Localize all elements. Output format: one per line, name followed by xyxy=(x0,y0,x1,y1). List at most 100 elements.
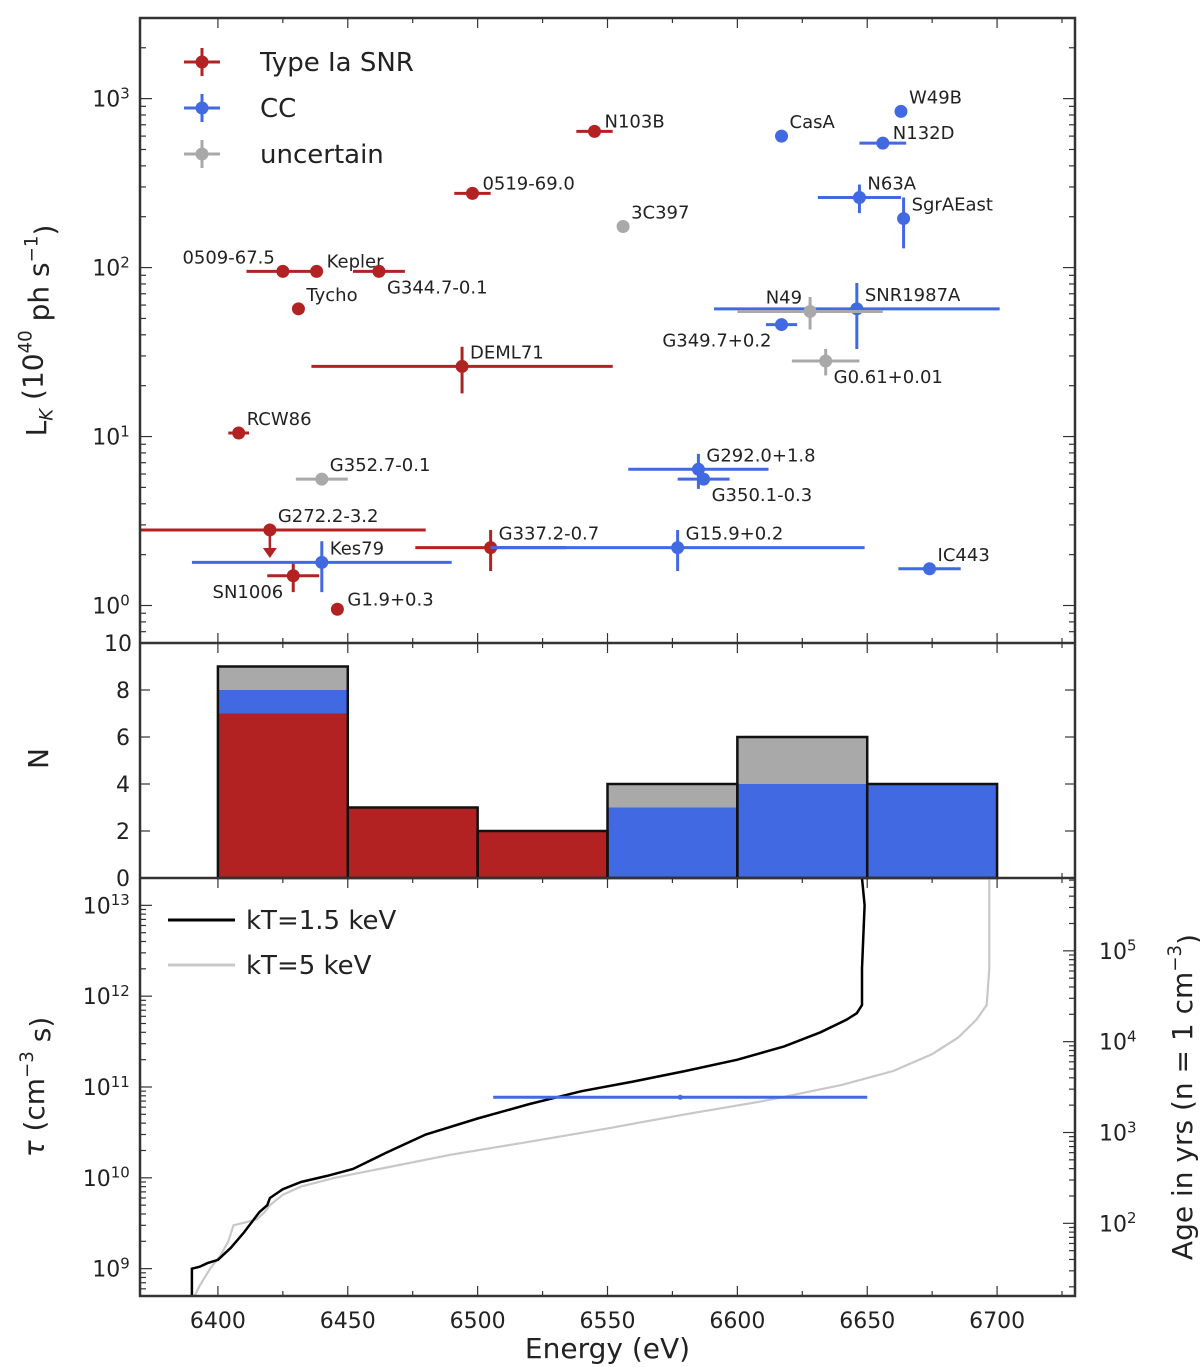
data-point xyxy=(850,302,864,316)
snr-g15-9-0-2: G15.9+0.2 xyxy=(490,524,865,572)
axis-labels: LK (1040 ph s−1) Nτ (cm−3 s) Age in yrs (n… xyxy=(16,225,1200,1365)
tau-errorbar xyxy=(493,1094,868,1100)
y-right-tick-label: 104 xyxy=(1099,1027,1139,1059)
snr-deml71: DEML71 xyxy=(311,342,613,394)
ionization-age-panel: 6400 6450 6500 6550 6600 6650 6700 109 1010 101… xyxy=(83,877,1139,1334)
snr-label: 0509-67.5 xyxy=(182,247,274,268)
snr-casa: CasA xyxy=(775,112,835,143)
y-tick-label: 101 xyxy=(92,422,132,454)
x-tick-label: 6700 xyxy=(969,1309,1025,1334)
snr-label: G350.1-0.3 xyxy=(712,485,813,506)
y-tick-label: 2 xyxy=(116,820,130,845)
snr-kes79: Kes79 xyxy=(191,538,452,593)
x-tick-label: 6550 xyxy=(580,1309,636,1334)
data-point xyxy=(671,541,685,555)
bar-unc-6600 xyxy=(737,737,868,784)
snr-label: G352.7-0.1 xyxy=(330,455,431,476)
y-tick-label: 1010 xyxy=(83,1164,132,1196)
y-tick-label: 8 xyxy=(116,679,130,704)
bar-ia-6400 xyxy=(217,713,348,878)
y-tick-label: 103 xyxy=(92,84,132,116)
y-right-tick-label: 105 xyxy=(1099,937,1139,969)
snr-g1-9-0-3: G1.9+0.3 xyxy=(330,589,434,616)
data-point xyxy=(803,304,817,318)
snr-label: G337.2-0.7 xyxy=(499,524,600,545)
x-tick-label: 6650 xyxy=(839,1309,895,1334)
snr-label: G272.2-3.2 xyxy=(278,506,379,527)
snr-kepler: Kepler xyxy=(310,251,384,278)
y-tick-label: 1012 xyxy=(83,982,132,1014)
y-tick-label: 102 xyxy=(92,253,132,285)
y-tick-label: 1011 xyxy=(83,1073,132,1105)
bar-unc-6400 xyxy=(217,666,348,690)
legend-entry-cc: CC xyxy=(184,94,296,124)
x-tick-label: 6500 xyxy=(450,1309,506,1334)
snr-rcw86: RCW86 xyxy=(228,409,312,440)
legend-marker xyxy=(195,147,209,161)
data-point xyxy=(263,523,277,537)
snr-w49b: W49B xyxy=(894,87,962,118)
data-point xyxy=(894,104,908,118)
bar-cc-6400 xyxy=(217,690,348,714)
snr-n103b: N103B xyxy=(576,111,665,138)
snr-label: SgrAEast xyxy=(912,195,993,216)
snr-g350-1-0-3: G350.1-0.3 xyxy=(677,472,813,506)
x-tick-label: 6400 xyxy=(190,1309,246,1334)
bar-cc-6650 xyxy=(867,784,998,878)
data-point xyxy=(616,220,630,234)
x-tick-label: 6450 xyxy=(320,1309,376,1334)
snr-g352-7-0-1: G352.7-0.1 xyxy=(295,455,431,486)
data-point xyxy=(232,426,246,440)
snr-sn1006: SN1006 xyxy=(213,562,320,603)
upper-limit-arrow xyxy=(262,547,277,558)
data-point xyxy=(775,318,789,332)
tau-legend: kT=1.5 keV kT=5 keV xyxy=(168,906,396,981)
snr-n63a: N63A xyxy=(817,173,917,214)
snr-g0-61-0-01: G0.61+0.01 xyxy=(791,348,943,388)
snr-0509-67-5: 0509-67.5 xyxy=(182,247,320,278)
data-point xyxy=(455,359,469,373)
snr-label: SN1006 xyxy=(213,582,284,603)
legend-entry-ia: Type Ia SNR xyxy=(184,48,414,78)
snr-label: G15.9+0.2 xyxy=(686,524,784,545)
snr-label: N103B xyxy=(605,111,665,132)
snr-label: IC443 xyxy=(938,545,990,566)
data-point xyxy=(310,264,324,278)
data-point xyxy=(697,472,711,486)
data-point xyxy=(286,569,300,583)
snr-label: W49B xyxy=(909,87,962,108)
snr-label: Kepler xyxy=(327,251,384,272)
data-point xyxy=(588,124,602,138)
data-point xyxy=(276,264,290,278)
snr-n132d: N132D xyxy=(859,123,954,150)
snr-label: SNR1987A xyxy=(865,285,961,306)
y-right-tick-label: 103 xyxy=(1099,1118,1139,1150)
figure-frame xyxy=(138,16,1077,1298)
snr-tycho: Tycho xyxy=(291,285,358,316)
snr-label: G344.7-0.1 xyxy=(387,277,488,298)
legend-label: CC xyxy=(260,94,296,124)
y-tick-label: 6 xyxy=(116,726,130,751)
legend-label: kT=1.5 keV xyxy=(246,906,396,936)
data-point xyxy=(923,562,937,576)
snr-g292-0-1-8: G292.0+1.8 xyxy=(628,445,816,489)
snr-label: Kes79 xyxy=(330,538,384,559)
snr-label: G1.9+0.3 xyxy=(347,589,433,610)
data-point xyxy=(465,186,479,200)
legend-label: kT=5 keV xyxy=(246,951,372,981)
snr-n49: N49 xyxy=(737,287,883,330)
data-point xyxy=(291,302,305,316)
bar-cc-6600 xyxy=(737,784,868,878)
panel-frames xyxy=(138,16,1077,1298)
data-point xyxy=(852,190,866,204)
data-point xyxy=(876,136,890,150)
snr-label: G292.0+1.8 xyxy=(706,445,815,466)
snr-label: N63A xyxy=(867,173,916,194)
legend-entry-k15: kT=1.5 keV xyxy=(168,906,396,936)
x-axis-label: Energy (eV) xyxy=(525,1332,690,1365)
curve-k5 xyxy=(193,878,991,1297)
snr-label: DEML71 xyxy=(470,342,544,363)
y-tick-label: 1013 xyxy=(83,891,132,923)
y-right-tick-label: 102 xyxy=(1099,1209,1139,1241)
